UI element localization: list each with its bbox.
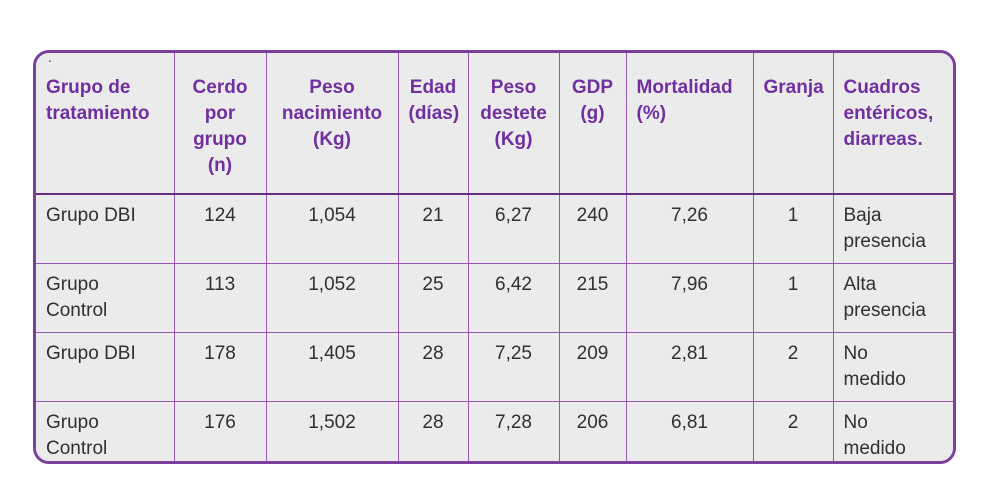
table-cell: 6,81 [625,401,754,461]
table-row: Grupo Control 113 1,052 25 6,42 215 7,96… [36,263,953,333]
col-header-grupo-tratamiento: Grupo de tratamiento [36,53,175,195]
col-header-mortalidad: Mortalidad (%) [625,53,754,195]
table-cell: 206 [558,401,627,461]
table-cell: 178 [173,332,267,402]
table-cell: Grupo DBI [36,332,175,402]
table-cell: 1,502 [265,401,399,461]
table-cell: 1 [752,193,834,264]
table-cell: 1,052 [265,263,399,333]
table-cell: 7,25 [467,332,560,402]
table-cell: Alta presencia [832,263,953,333]
treatment-results-table: Grupo de tratamiento Cerdo por grupo (n)… [36,53,953,461]
table-cell: Grupo Control [36,401,175,461]
table-cell: No medido [832,332,953,402]
table-cell: 124 [173,193,267,264]
table-row: Grupo DBI 124 1,054 21 6,27 240 7,26 1 B… [36,193,953,264]
col-header-granja: Granja [752,53,834,195]
table-cell: 1 [752,263,834,333]
col-header-edad-dias: Edad (días) [397,53,469,195]
col-header-peso-destete: Peso destete (Kg) [467,53,560,195]
table-cell: 113 [173,263,267,333]
table-cell: 28 [397,401,469,461]
table-cell: 21 [397,193,469,264]
table-cell: 6,27 [467,193,560,264]
table-cell: 2 [752,332,834,402]
col-header-cerdo-por-grupo: Cerdo por grupo (n) [173,53,267,195]
table-cell: Grupo Control [36,263,175,333]
stray-period-mark: . [48,49,52,65]
table-cell: 2 [752,401,834,461]
header-row: Grupo de tratamiento Cerdo por grupo (n)… [36,53,953,195]
table-cell: 6,42 [467,263,560,333]
table-cell: No medido [832,401,953,461]
table-cell: 240 [558,193,627,264]
table-row: Grupo Control 176 1,502 28 7,28 206 6,81… [36,401,953,461]
table-cell: 215 [558,263,627,333]
table-cell: 7,28 [467,401,560,461]
table-row: Grupo DBI 178 1,405 28 7,25 209 2,81 2 N… [36,332,953,402]
table-cell: 176 [173,401,267,461]
col-header-peso-nacimiento: Peso nacimiento (Kg) [265,53,399,195]
table-cell: 1,405 [265,332,399,402]
col-header-cuadros-entericos: Cuadros entéricos, diarreas. [832,53,953,195]
table-cell: Grupo DBI [36,193,175,264]
table-cell: 7,26 [625,193,754,264]
table-cell: 209 [558,332,627,402]
table-cell: 2,81 [625,332,754,402]
table-cell: Baja presencia [832,193,953,264]
table-cell: 1,054 [265,193,399,264]
table-cell: 28 [397,332,469,402]
table-cell: 25 [397,263,469,333]
col-header-gdp: GDP (g) [558,53,627,195]
table-cell: 7,96 [625,263,754,333]
data-table: Grupo de tratamiento Cerdo por grupo (n)… [33,50,956,464]
